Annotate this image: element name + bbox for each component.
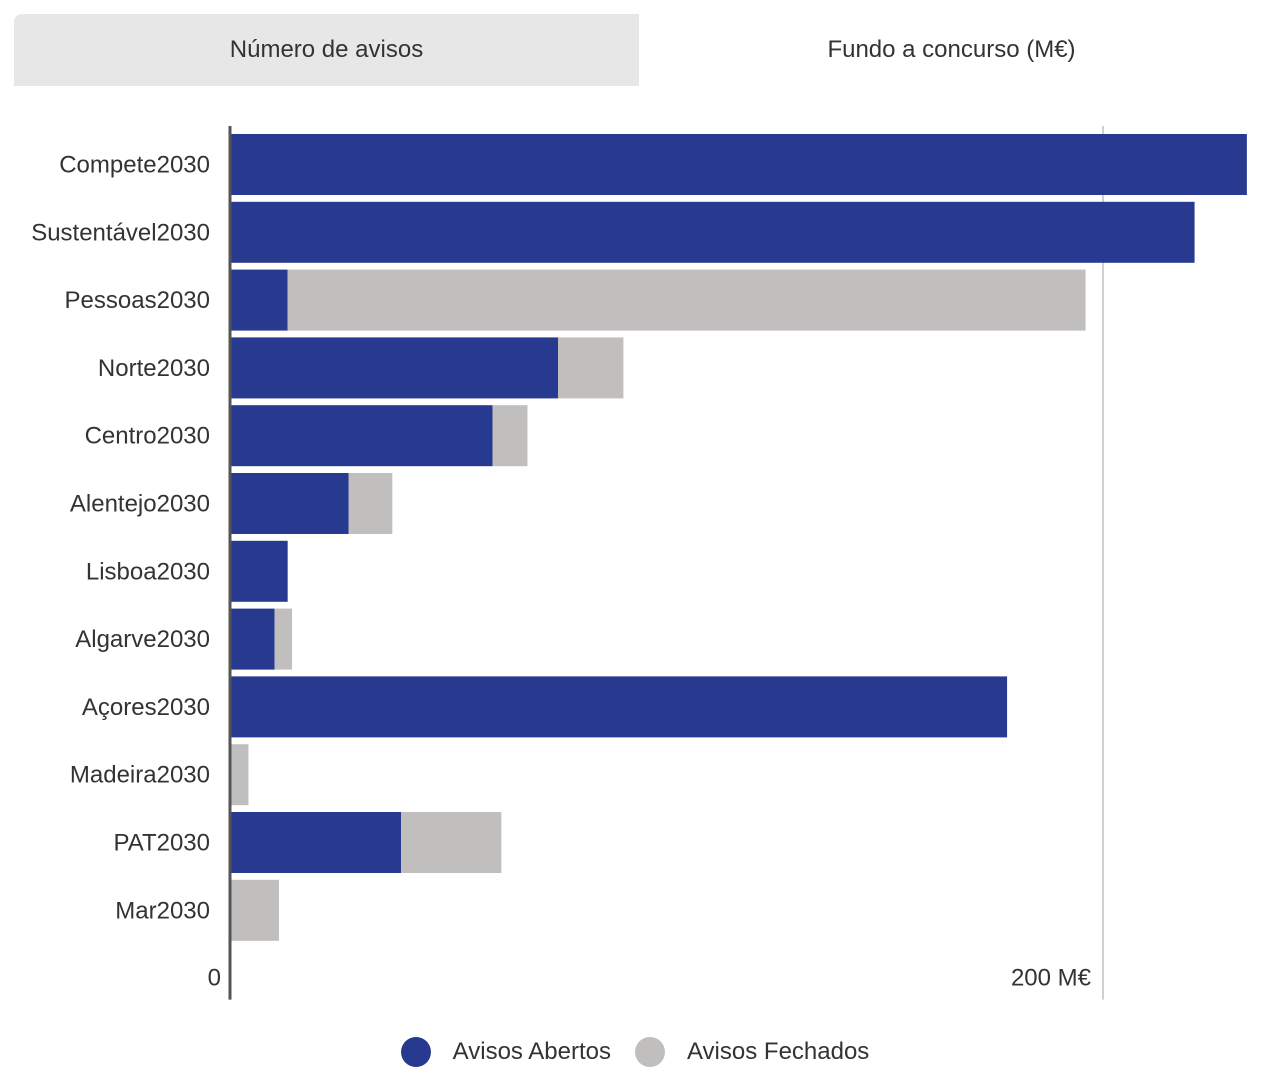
bar-closed-3 <box>558 337 624 399</box>
x-tick-label-1: 200 M€ <box>1011 965 1092 992</box>
legend-label-open: Avisos Abertos <box>452 1038 611 1065</box>
category-label-2: Pessoas2030 <box>65 287 210 314</box>
category-label-0: Compete2030 <box>59 152 210 179</box>
tab-bar: Número de avisos Fundo a concurso (M€) <box>14 14 1264 86</box>
bar-closed-5 <box>348 473 393 534</box>
legend-item-closed[interactable]: Avisos Fechados <box>634 1037 870 1067</box>
bar-open-5 <box>231 473 349 534</box>
bar-closed-10 <box>401 812 502 873</box>
bar-open-4 <box>231 405 493 467</box>
chart-legend: Avisos Abertos Avisos Fechados <box>0 1034 1270 1070</box>
category-label-4: Centro2030 <box>85 423 210 450</box>
category-label-11: Mar2030 <box>115 897 210 924</box>
bar-open-1 <box>231 201 1195 263</box>
bar-open-0 <box>231 134 1247 195</box>
bar-closed-9 <box>231 744 249 806</box>
category-label-9: Madeira2030 <box>70 762 210 789</box>
x-tick-label-0: 0 <box>208 965 221 992</box>
category-label-5: Alentejo2030 <box>70 491 210 518</box>
bar-open-6 <box>231 540 288 602</box>
legend-item-open[interactable]: Avisos Abertos <box>400 1037 611 1067</box>
bar-closed-7 <box>274 608 293 670</box>
bar-open-7 <box>231 608 275 670</box>
bar-chart: Compete2030 Sustentável2030 Pessoas2030 Nor… <box>31 126 1247 1000</box>
legend-swatch-open <box>400 1037 431 1067</box>
category-label-6: Lisboa2030 <box>86 558 210 585</box>
bar-open-2 <box>231 269 288 331</box>
category-label-10: PAT2030 <box>113 830 210 857</box>
bar-closed-4 <box>492 405 528 467</box>
category-label-1: Sustentável2030 <box>31 219 210 246</box>
bar-open-3 <box>231 337 558 399</box>
category-label-3: Norte2030 <box>98 355 210 382</box>
category-label-8: Açores2030 <box>82 694 210 721</box>
bar-open-10 <box>231 812 402 873</box>
bar-open-8 <box>231 676 1008 738</box>
category-label-7: Algarve2030 <box>75 626 210 653</box>
bar-closed-11 <box>231 879 279 941</box>
bar-closed-2 <box>287 269 1086 331</box>
tab-fundo-a-concurso[interactable]: Fundo a concurso (M€) <box>639 14 1264 86</box>
tab-numero-de-avisos[interactable]: Número de avisos <box>14 14 639 86</box>
legend-swatch-closed <box>634 1037 665 1067</box>
legend-label-closed: Avisos Fechados <box>686 1038 870 1065</box>
